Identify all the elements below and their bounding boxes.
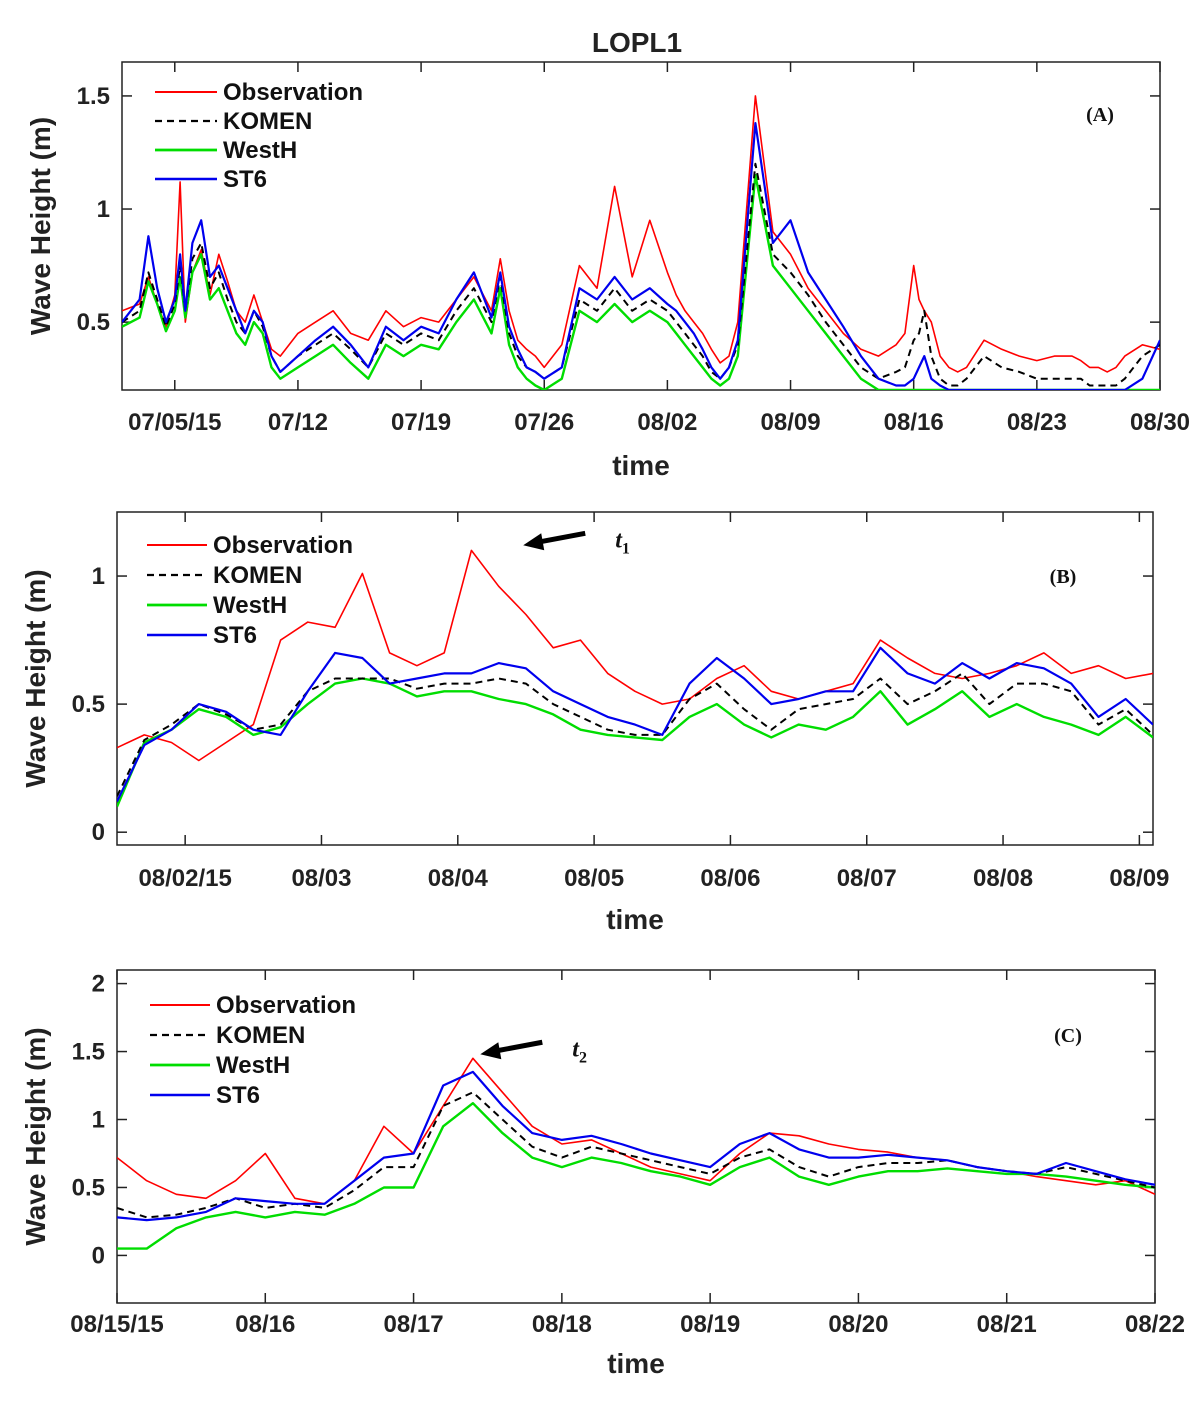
legend-label-komen: KOMEN bbox=[223, 108, 312, 135]
legend-label-westh: WestH bbox=[223, 137, 297, 164]
chart-panel-1: 0.5 1 1.5 07/05/15 07/12 07/19 07/26 08/02 08/09… bbox=[25, 61, 1190, 481]
plot-area bbox=[116, 511, 1154, 846]
x-tick-label: 08/30 bbox=[1130, 409, 1190, 436]
x-tick-label: 07/05/15 bbox=[128, 409, 221, 436]
x-tick-label: 08/03 bbox=[291, 865, 351, 892]
series-group bbox=[117, 549, 1153, 808]
y-tick-label: 1 bbox=[92, 1107, 105, 1134]
series-line-komen bbox=[117, 672, 1153, 797]
x-tick-label: 08/15/15 bbox=[70, 1311, 163, 1338]
legend-label-komen: KOMEN bbox=[213, 562, 302, 589]
y-tick-label: 0.5 bbox=[77, 309, 110, 336]
figure-title: LOPL1 bbox=[592, 27, 682, 58]
legend-label-st6: ST6 bbox=[216, 1082, 260, 1109]
y-axis-label: Wave Height (m) bbox=[20, 1027, 51, 1245]
x-tick-label: 08/09 bbox=[761, 409, 821, 436]
y-axis-label: Wave Height (m) bbox=[25, 117, 56, 335]
legend-label-komen: KOMEN bbox=[216, 1022, 305, 1049]
series-line-st6 bbox=[117, 1070, 1155, 1222]
y-tick-label: 1.5 bbox=[72, 1039, 105, 1066]
annotation-arrow: t1 bbox=[523, 527, 630, 557]
y-tick-label: 0 bbox=[92, 1242, 105, 1269]
x-tick-label: 07/19 bbox=[391, 409, 451, 436]
x-tick-label: 08/19 bbox=[680, 1311, 740, 1338]
legend-label-observation: Observation bbox=[213, 532, 353, 559]
x-tick-label: 08/20 bbox=[828, 1311, 888, 1338]
y-tick-label: 0 bbox=[92, 819, 105, 846]
legend: Observation KOMEN WestH ST6 bbox=[150, 992, 356, 1109]
x-tick-label: 08/16 bbox=[235, 1311, 295, 1338]
legend-label-st6: ST6 bbox=[223, 166, 267, 193]
x-tick-label: 08/21 bbox=[977, 1311, 1037, 1338]
x-tick-label: 07/12 bbox=[268, 409, 328, 436]
arrow-shaft bbox=[493, 1039, 543, 1054]
arrow-head bbox=[523, 533, 545, 551]
x-tick-label: 08/06 bbox=[700, 865, 760, 892]
chart-panel-2: 0 0.5 1 08/02/15 08/03 08/04 08/05 08/06 08/07 08… bbox=[20, 511, 1169, 935]
y-tick-label: 0.5 bbox=[72, 1174, 105, 1201]
x-axis-label: time bbox=[606, 904, 664, 935]
panel-label: (B) bbox=[1050, 566, 1077, 588]
x-tick-label: 08/22 bbox=[1125, 1311, 1185, 1338]
x-tick-label: 08/07 bbox=[837, 865, 897, 892]
legend: Observation KOMEN WestH ST6 bbox=[147, 532, 353, 649]
annotation-label: t1 bbox=[615, 527, 630, 557]
series-group bbox=[117, 1057, 1155, 1250]
series-line-komen bbox=[117, 1091, 1155, 1219]
series-line-st6 bbox=[122, 121, 1160, 390]
arrow-head bbox=[480, 1042, 502, 1060]
y-tick-label: 0.5 bbox=[72, 691, 105, 718]
legend-label-westh: WestH bbox=[213, 592, 287, 619]
x-tick-label: 08/16 bbox=[884, 409, 944, 436]
y-axis-label: Wave Height (m) bbox=[20, 569, 51, 787]
series-line-westh bbox=[117, 1101, 1155, 1250]
x-tick-label: 08/04 bbox=[428, 865, 489, 892]
chart-panel-3: 0 0.5 1 1.5 2 08/15/15 08/16 08/17 08/18 08/19 08/… bbox=[20, 969, 1185, 1379]
panel-label: (A) bbox=[1086, 104, 1114, 126]
annotation-arrow: t2 bbox=[480, 1036, 587, 1066]
x-tick-label: 08/08 bbox=[973, 865, 1033, 892]
x-tick-label: 08/17 bbox=[384, 1311, 444, 1338]
plot-area bbox=[116, 969, 1156, 1304]
legend-label-westh: WestH bbox=[216, 1052, 290, 1079]
series-line-observation bbox=[117, 549, 1153, 762]
x-axis-label: time bbox=[612, 450, 670, 481]
legend-label-observation: Observation bbox=[223, 79, 363, 106]
y-tick-label: 2 bbox=[92, 971, 105, 998]
x-tick-label: 07/26 bbox=[514, 409, 574, 436]
y-tick-label: 1 bbox=[97, 196, 110, 223]
legend-label-observation: Observation bbox=[216, 992, 356, 1019]
x-tick-label: 08/09 bbox=[1109, 865, 1169, 892]
arrow-shaft bbox=[536, 530, 586, 545]
x-tick-label: 08/23 bbox=[1007, 409, 1067, 436]
series-line-westh bbox=[122, 173, 1160, 390]
panels: 0.5 1 1.5 07/05/15 07/12 07/19 07/26 08/02 08/09… bbox=[20, 61, 1190, 1379]
x-axis-label: time bbox=[607, 1348, 665, 1379]
series-line-st6 bbox=[117, 646, 1153, 802]
y-tick-label: 1 bbox=[92, 563, 105, 590]
y-tick-label: 1.5 bbox=[77, 83, 110, 110]
panel-label: (C) bbox=[1054, 1025, 1082, 1047]
plot-area bbox=[121, 61, 1161, 391]
series-group bbox=[122, 95, 1160, 390]
legend-label-st6: ST6 bbox=[213, 622, 257, 649]
series-line-observation bbox=[122, 95, 1160, 373]
x-tick-label: 08/02 bbox=[637, 409, 697, 436]
annotation-label: t2 bbox=[572, 1036, 587, 1066]
x-tick-label: 08/18 bbox=[532, 1311, 592, 1338]
x-tick-label: 08/02/15 bbox=[138, 865, 231, 892]
x-tick-label: 08/05 bbox=[564, 865, 624, 892]
